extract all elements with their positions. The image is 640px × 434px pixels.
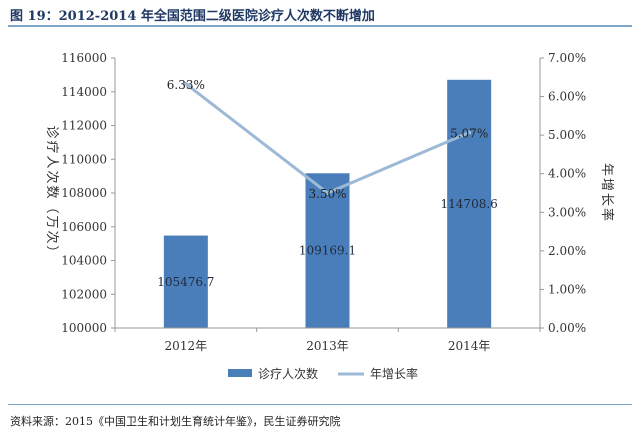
right-tick-label: 5.00% — [548, 128, 586, 142]
left-tick-label: 116000 — [61, 51, 107, 65]
bar-value-label: 114708.6 — [441, 197, 498, 211]
x-tick-label: 2013年 — [306, 339, 349, 353]
right-tick-label: 3.00% — [548, 205, 586, 219]
growth-value-label: 5.07% — [450, 126, 488, 140]
growth-point — [467, 130, 472, 135]
growth-point — [325, 191, 330, 195]
right-tick-label: 0.00% — [548, 321, 586, 335]
growth-point — [183, 81, 188, 86]
left-axis-title: 诊疗人次数（万次） — [44, 125, 60, 260]
figure-title: 图 19：2012-2014 年全国范围二级医院诊疗人次数不断增加 — [10, 9, 375, 24]
bar-value-label: 109169.1 — [299, 244, 356, 258]
legend-bar-swatch — [228, 369, 252, 377]
right-tick-label: 6.00% — [548, 90, 586, 104]
x-tick-label: 2012年 — [165, 339, 208, 353]
bar-1 — [163, 235, 208, 328]
legend-line-label: 年增长率 — [370, 366, 418, 381]
left-tick-label: 110000 — [61, 152, 107, 166]
right-tick-label: 1.00% — [548, 282, 586, 296]
left-tick-label: 114000 — [61, 85, 107, 99]
left-tick-label: 106000 — [61, 220, 107, 234]
left-tick-label: 100000 — [61, 321, 107, 335]
source-note: 资料来源：2015《中国卫生和计划生育统计年鉴》，民生证券研究院 — [10, 415, 341, 428]
bar-3 — [447, 79, 492, 328]
left-tick-label: 112000 — [61, 119, 107, 133]
left-tick-label: 104000 — [61, 254, 107, 268]
source-rule — [8, 404, 632, 405]
left-tick-label: 108000 — [61, 186, 107, 200]
x-tick-label: 2014年 — [448, 339, 491, 353]
bar-2 — [305, 173, 350, 328]
right-tick-label: 4.00% — [548, 167, 586, 181]
growth-value-label: 3.50% — [308, 187, 346, 201]
bar-value-label: 105476.7 — [157, 275, 214, 289]
title-rule — [8, 25, 632, 27]
right-axis-title: 年增长率 — [599, 163, 615, 223]
right-tick-label: 2.00% — [548, 244, 586, 258]
left-tick-label: 102000 — [61, 287, 107, 301]
growth-value-label: 6.33% — [167, 78, 205, 92]
legend-bar-label: 诊疗人次数 — [258, 366, 318, 381]
right-tick-label: 7.00% — [548, 51, 586, 65]
